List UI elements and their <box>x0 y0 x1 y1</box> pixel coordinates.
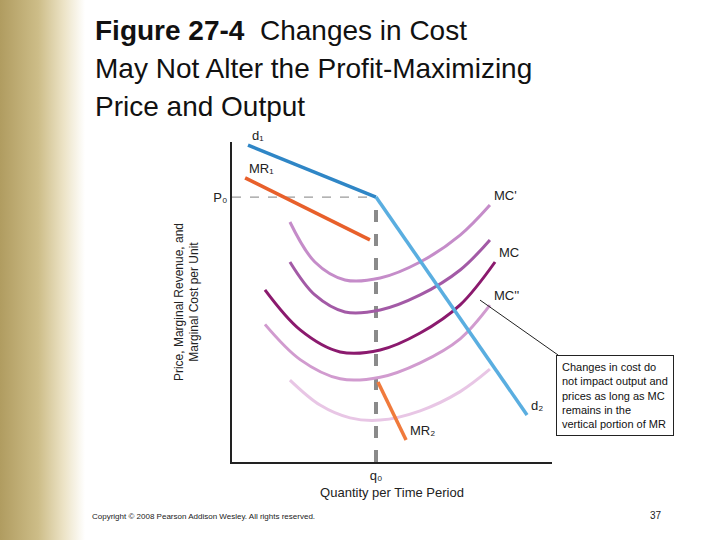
svg-text:MC': MC' <box>494 188 517 203</box>
svg-text:P₀: P₀ <box>213 190 227 205</box>
svg-text:d₂: d₂ <box>531 398 543 413</box>
svg-text:Changes in cost donot impact o: Changes in cost donot impact output andp… <box>562 361 668 430</box>
svg-text:MC: MC <box>499 245 519 260</box>
svg-text:MR₂: MR₂ <box>410 423 435 438</box>
html-text:Figure 27-4 Changes in Cost: Figure 27-4 Changes in Cost <box>95 15 467 46</box>
svg-text:d₁: d₁ <box>252 128 264 143</box>
html-text:Price and Output: Price and Output <box>95 91 306 122</box>
svg-text:MR₁: MR₁ <box>249 161 274 176</box>
svg-text:MC'': MC'' <box>494 288 519 303</box>
svg-text:q₀: q₀ <box>370 468 383 483</box>
html-text:May Not Alter the Profit-Maxim: May Not Alter the Profit-Maximizing <box>95 53 533 84</box>
svg-text:Price, Marginal Revenue, andMa: Price, Marginal Revenue, andMarginal Cos… <box>172 223 202 381</box>
html-text:37: 37 <box>650 510 662 521</box>
svg-text:Quantity per Time Period: Quantity per Time Period <box>320 485 464 500</box>
html-text:Copyright © 2008 Pearson Addis: Copyright © 2008 Pearson Addison Wesley.… <box>92 512 315 521</box>
